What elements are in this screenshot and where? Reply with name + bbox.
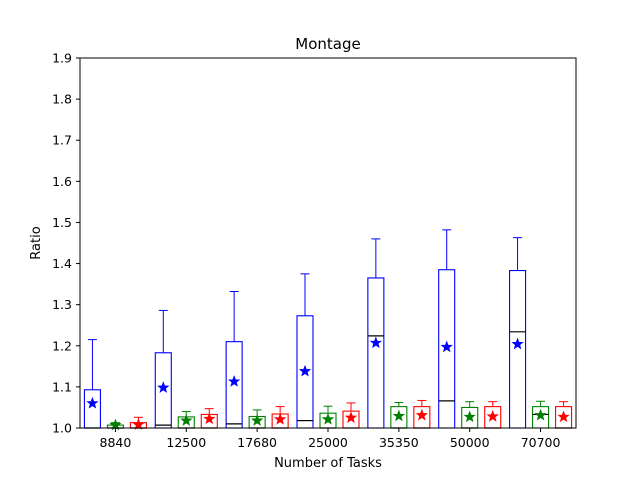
x-axis-label: Number of Tasks (274, 456, 382, 471)
y-tick-label: 1.9 (52, 51, 72, 66)
y-tick-label: 1.8 (52, 92, 72, 107)
mean-marker (298, 364, 312, 377)
mean-marker (109, 418, 122, 431)
mean-marker (557, 410, 570, 423)
x-axis: 8840 12500 17680 25000 35350 50000 70700 (100, 428, 561, 450)
mean-marker (321, 412, 335, 425)
mean-marker (534, 408, 547, 421)
y-tick-label: 1.3 (52, 297, 72, 312)
x-tick-label: 50000 (450, 435, 490, 450)
y-tick-label: 1.7 (52, 133, 72, 148)
mean-marker (511, 337, 524, 350)
y-tick-label: 1.1 (52, 379, 72, 394)
mean-marker (369, 336, 382, 349)
y-tick-label: 1.2 (52, 338, 72, 353)
mean-marker (86, 396, 99, 409)
mean-marker (415, 408, 428, 421)
y-tick-label: 1.4 (52, 256, 72, 271)
y-axis-label: Ratio (29, 226, 44, 259)
mean-marker (344, 411, 358, 423)
x-tick-label: 12500 (166, 435, 206, 450)
mean-marker (486, 410, 499, 422)
mean-marker (463, 410, 476, 423)
mean-marker (157, 381, 170, 393)
mean-marker (228, 375, 241, 387)
y-tick-label: 1.6 (52, 174, 72, 189)
chart-title: Montage (295, 35, 360, 53)
y-axis: 1.0 1.1 1.2 1.3 1.4 1.5 1.6 1.7 1.8 1.9 (52, 51, 80, 436)
y-tick-label: 1.0 (52, 421, 72, 436)
mean-marker (274, 412, 287, 425)
mean-marker (180, 414, 193, 426)
x-tick-label: 25000 (308, 435, 348, 450)
mean-marker (251, 414, 264, 426)
x-tick-label: 17680 (237, 435, 277, 450)
x-tick-label: 70700 (521, 435, 561, 450)
mean-marker (392, 409, 405, 422)
x-tick-label: 35350 (379, 435, 419, 450)
y-tick-label: 1.5 (52, 215, 72, 230)
mean-marker (132, 418, 145, 430)
mean-marker (440, 340, 453, 353)
x-tick-label: 8840 (100, 435, 132, 450)
mean-marker (203, 412, 216, 425)
